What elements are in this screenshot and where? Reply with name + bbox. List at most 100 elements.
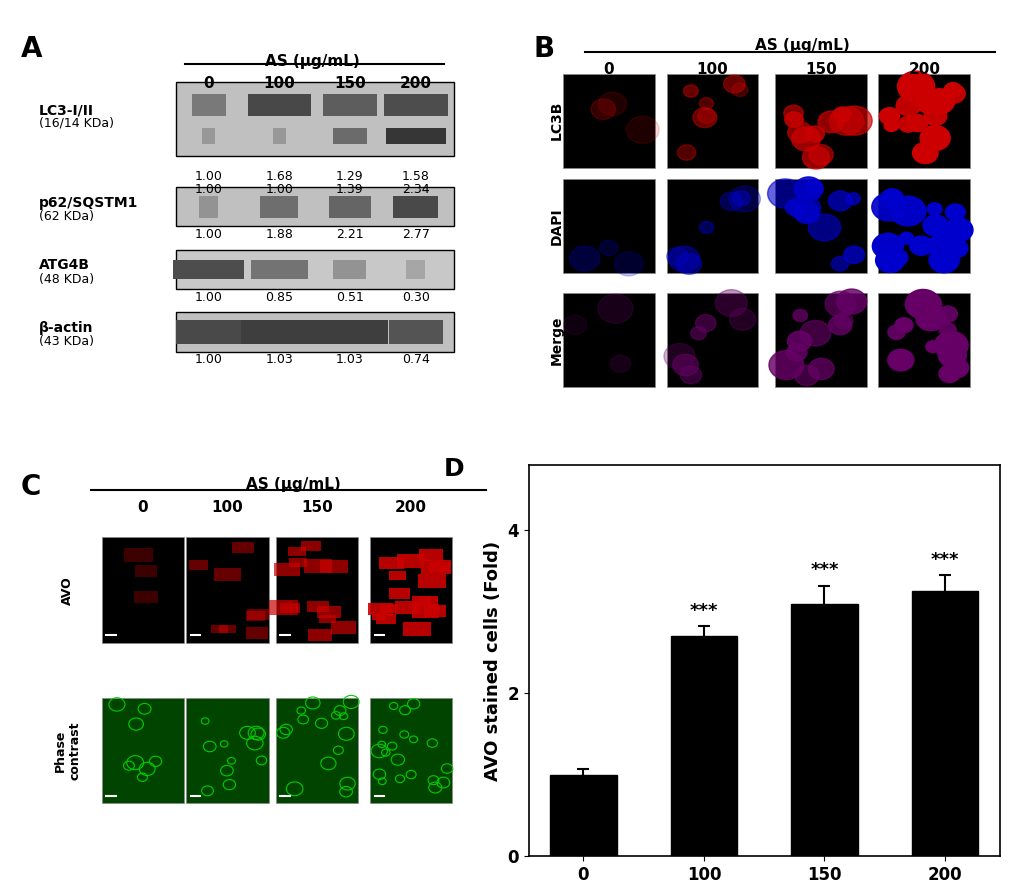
Circle shape [695,315,715,332]
Circle shape [599,240,618,256]
Polygon shape [214,567,240,581]
Polygon shape [368,603,392,615]
Text: 1.00: 1.00 [195,228,222,241]
Circle shape [794,202,818,223]
Polygon shape [211,625,227,633]
Circle shape [937,343,965,368]
Polygon shape [275,537,358,643]
Text: 1.29: 1.29 [336,169,364,183]
Polygon shape [189,560,208,570]
Circle shape [916,90,937,108]
Circle shape [942,84,964,103]
Polygon shape [877,74,969,168]
Circle shape [897,71,933,102]
Polygon shape [175,312,453,351]
Circle shape [793,310,807,321]
Circle shape [767,179,802,208]
Polygon shape [246,627,268,639]
Polygon shape [186,537,268,643]
Polygon shape [386,128,445,145]
Circle shape [590,99,614,120]
Bar [791,604,857,856]
Text: 1.58: 1.58 [401,169,429,183]
Circle shape [794,365,818,385]
Circle shape [906,81,934,104]
Polygon shape [394,601,421,615]
Text: AS (μg/mL): AS (μg/mL) [246,476,340,491]
Text: AVO: AVO [61,576,74,605]
Polygon shape [332,128,367,145]
Text: Merge: Merge [549,315,564,365]
Text: 0.85: 0.85 [265,291,293,304]
Circle shape [668,246,699,272]
Circle shape [697,109,714,123]
Circle shape [871,234,903,259]
Circle shape [784,112,803,128]
Text: p62/SQSTM1: p62/SQSTM1 [39,196,139,210]
Circle shape [663,343,694,369]
Polygon shape [418,574,446,588]
Circle shape [919,126,950,151]
Circle shape [912,302,929,318]
Circle shape [817,112,843,133]
Circle shape [871,194,904,221]
Polygon shape [322,95,377,116]
Polygon shape [102,537,183,643]
Polygon shape [199,196,218,218]
Polygon shape [333,260,366,279]
Circle shape [785,199,805,216]
Text: 100: 100 [696,62,728,77]
Polygon shape [175,250,453,289]
Circle shape [912,143,937,163]
Polygon shape [877,293,969,387]
Polygon shape [774,74,866,168]
Circle shape [597,294,632,323]
Text: AS (μg/mL): AS (μg/mL) [754,38,849,54]
Circle shape [933,332,967,359]
Polygon shape [380,604,396,613]
Circle shape [791,127,819,151]
Circle shape [690,326,705,340]
Text: 1.03: 1.03 [265,353,292,367]
Polygon shape [384,95,447,116]
Text: 0: 0 [138,500,148,516]
Text: 1.88: 1.88 [265,228,293,241]
Polygon shape [307,601,328,612]
Polygon shape [268,600,298,615]
Polygon shape [135,566,157,576]
Polygon shape [665,293,757,387]
Polygon shape [418,549,442,561]
Polygon shape [316,606,340,618]
Circle shape [666,247,688,265]
Text: (43 KDa): (43 KDa) [39,335,94,348]
Polygon shape [175,187,453,227]
Circle shape [833,107,850,122]
Text: Phase
contrast: Phase contrast [53,722,82,780]
Polygon shape [319,615,336,624]
Circle shape [569,246,599,271]
Text: C: C [20,473,41,500]
Polygon shape [370,537,451,643]
Text: 150: 150 [301,500,332,516]
Circle shape [827,191,851,211]
Polygon shape [877,179,969,273]
Circle shape [613,252,643,276]
Polygon shape [396,554,424,567]
Text: 200: 200 [907,62,940,77]
Polygon shape [260,196,298,218]
Circle shape [609,355,630,372]
Text: D: D [443,458,465,481]
Polygon shape [388,571,406,580]
Polygon shape [328,196,371,218]
Text: 150: 150 [804,62,836,77]
Text: 1.00: 1.00 [195,183,222,196]
Circle shape [878,108,899,125]
Text: 1.00: 1.00 [265,183,293,196]
Circle shape [887,250,907,266]
Circle shape [722,75,745,93]
Polygon shape [219,624,235,632]
Text: LC3-I/II: LC3-I/II [39,103,94,118]
Circle shape [729,309,755,330]
Circle shape [936,306,957,322]
Polygon shape [393,196,438,218]
